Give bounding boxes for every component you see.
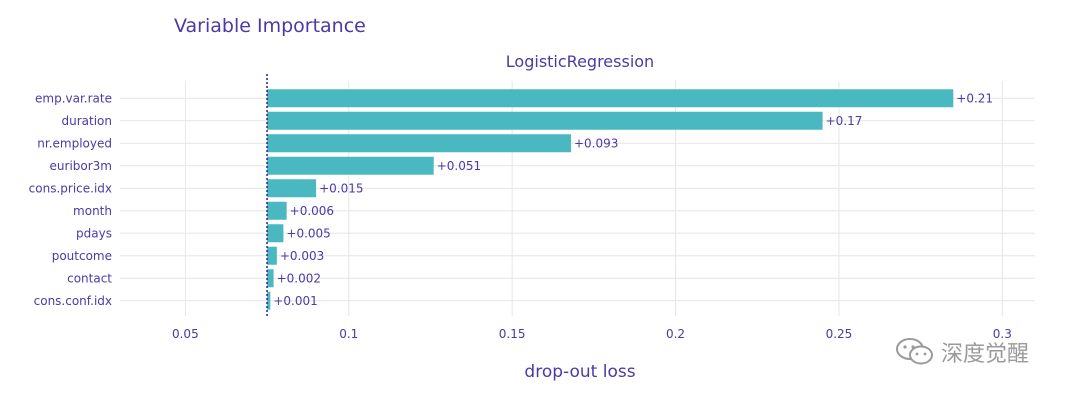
bar-pdays bbox=[267, 224, 284, 243]
y-tick-label: month bbox=[73, 204, 112, 218]
bar-duration bbox=[267, 111, 823, 130]
bar-value-label: +0.015 bbox=[319, 181, 363, 195]
x-tick-label: 0.15 bbox=[499, 327, 526, 341]
bar-value-label: +0.093 bbox=[574, 136, 618, 150]
x-tick-label: 0.2 bbox=[666, 327, 685, 341]
watermark: 深度觉醒 bbox=[895, 336, 1029, 368]
value-labels: +0.21 +0.17 +0.093 +0.051 +0.015 +0.006 +0.005… bbox=[273, 91, 993, 308]
page-title: Variable Importance bbox=[174, 15, 366, 37]
bar-poutcome bbox=[267, 246, 277, 265]
y-tick-label: nr.employed bbox=[37, 136, 112, 150]
bar-value-label: +0.006 bbox=[290, 204, 334, 218]
bar-emp-var-rate bbox=[267, 89, 954, 108]
bar-nr-employed bbox=[267, 134, 571, 153]
watermark-text: 深度觉醒 bbox=[941, 342, 1030, 367]
x-tick-labels: 0.05 0.1 0.15 0.2 0.25 0.3 bbox=[172, 327, 1012, 341]
bar-cons-price-idx bbox=[267, 179, 317, 198]
y-tick-label: cons.price.idx bbox=[29, 181, 112, 195]
y-tick-label: poutcome bbox=[52, 249, 112, 263]
y-tick-label: euribor3m bbox=[50, 159, 112, 173]
bars bbox=[267, 89, 954, 310]
bar-value-label: +0.051 bbox=[437, 159, 481, 173]
y-tick-label: pdays bbox=[76, 226, 112, 240]
x-tick-label: 0.1 bbox=[339, 327, 358, 341]
bar-value-label: +0.21 bbox=[956, 91, 993, 105]
y-tick-labels: emp.var.rate duration nr.employed euribor3m… bbox=[29, 91, 113, 308]
bar-value-label: +0.001 bbox=[273, 294, 317, 308]
y-tick-label: duration bbox=[62, 114, 113, 128]
bar-euribor3m bbox=[267, 156, 434, 175]
y-tick-label: cons.conf.idx bbox=[34, 294, 112, 308]
bar-value-label: +0.002 bbox=[277, 271, 321, 285]
bar-contact bbox=[267, 269, 274, 288]
x-tick-label: 0.3 bbox=[993, 327, 1012, 341]
bar-value-label: +0.003 bbox=[280, 249, 324, 263]
bar-month bbox=[267, 201, 287, 220]
wechat-icon bbox=[896, 338, 933, 365]
bar-value-label: +0.005 bbox=[286, 226, 330, 240]
y-tick-label: contact bbox=[67, 271, 112, 285]
x-tick-label: 0.25 bbox=[826, 327, 853, 341]
y-tick-label: emp.var.rate bbox=[35, 91, 112, 105]
bar-value-label: +0.17 bbox=[826, 114, 863, 128]
x-axis-label: drop-out loss bbox=[524, 362, 635, 382]
x-tick-label: 0.05 bbox=[172, 327, 199, 341]
bar-cons-conf-idx bbox=[267, 291, 271, 310]
chart-subtitle: LogisticRegression bbox=[506, 52, 654, 71]
